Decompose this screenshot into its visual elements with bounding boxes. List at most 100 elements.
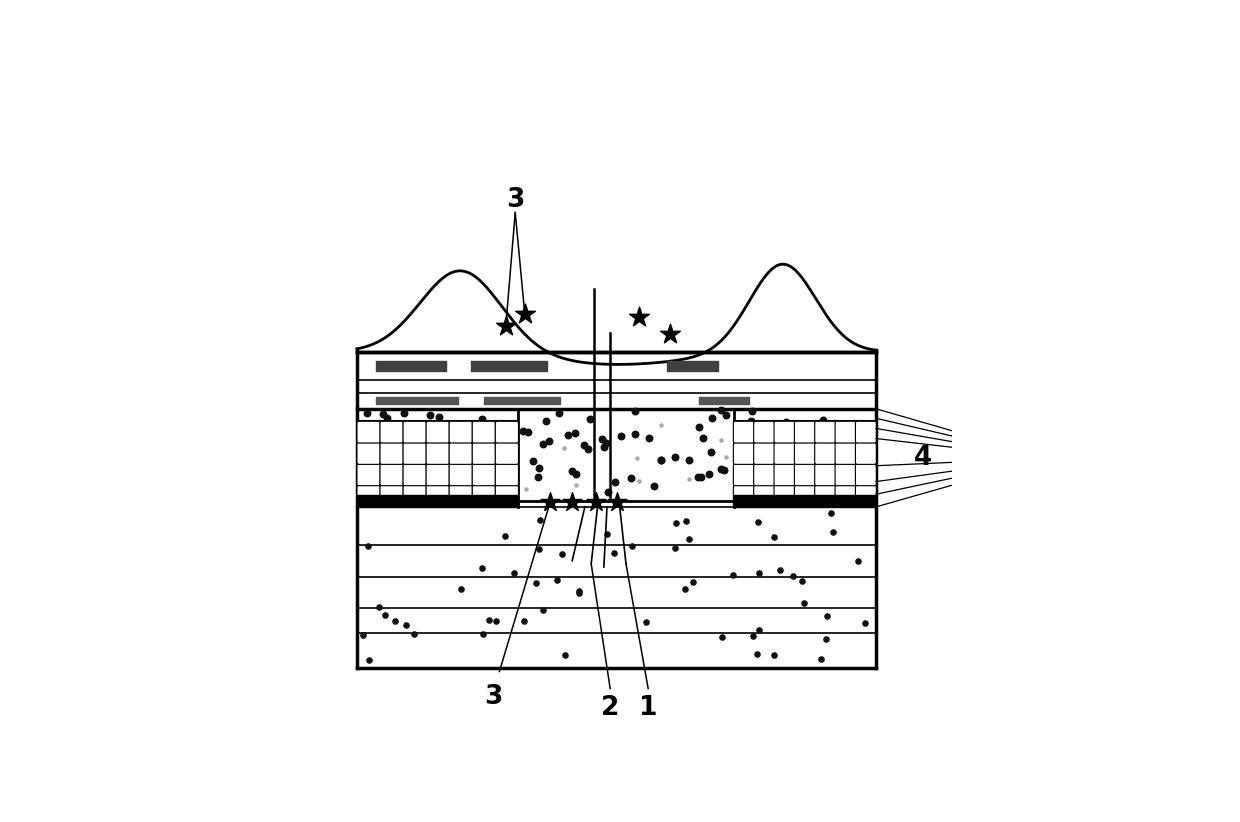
Point [515, 615, 534, 628]
Text: 2: 2 [601, 695, 619, 721]
Point [377, 411, 397, 424]
Point [569, 584, 589, 598]
FancyBboxPatch shape [733, 421, 754, 443]
Point [815, 427, 835, 441]
Point [541, 496, 560, 509]
Point [567, 467, 587, 480]
Point [420, 409, 440, 422]
Point [515, 307, 534, 321]
Point [494, 473, 513, 487]
Point [714, 464, 734, 477]
Point [569, 586, 589, 599]
Point [810, 475, 830, 488]
Point [733, 455, 753, 469]
Point [764, 648, 784, 661]
FancyBboxPatch shape [754, 464, 775, 486]
FancyBboxPatch shape [472, 464, 496, 486]
Point [374, 608, 394, 621]
Point [443, 473, 463, 487]
Point [556, 649, 575, 662]
Point [451, 582, 471, 595]
Point [539, 435, 559, 448]
FancyBboxPatch shape [835, 442, 856, 464]
FancyBboxPatch shape [774, 485, 795, 507]
Point [661, 327, 681, 340]
Point [645, 479, 665, 492]
FancyBboxPatch shape [795, 442, 815, 464]
Point [377, 485, 397, 498]
Point [764, 530, 784, 543]
FancyBboxPatch shape [472, 485, 496, 507]
Point [593, 432, 613, 446]
Point [667, 516, 687, 529]
Point [625, 404, 645, 417]
FancyBboxPatch shape [754, 442, 775, 464]
FancyBboxPatch shape [815, 464, 836, 486]
Point [784, 569, 804, 582]
Point [688, 471, 708, 484]
FancyBboxPatch shape [856, 421, 877, 443]
Point [789, 450, 808, 463]
Point [811, 653, 831, 666]
Point [547, 574, 567, 587]
FancyBboxPatch shape [733, 485, 754, 507]
Point [430, 432, 450, 445]
FancyBboxPatch shape [856, 485, 877, 507]
Point [574, 438, 594, 451]
Point [651, 454, 671, 467]
FancyBboxPatch shape [357, 485, 381, 507]
Point [373, 408, 393, 421]
Point [712, 433, 732, 446]
Point [529, 461, 549, 474]
Point [748, 648, 768, 661]
Point [792, 575, 812, 588]
Point [813, 413, 833, 427]
Point [505, 566, 525, 580]
Point [621, 539, 641, 552]
Point [817, 609, 837, 622]
Point [848, 554, 868, 567]
Point [776, 415, 796, 428]
Point [713, 630, 733, 644]
Point [702, 446, 722, 459]
FancyBboxPatch shape [379, 442, 403, 464]
Point [822, 525, 842, 538]
Point [756, 482, 776, 495]
Point [528, 470, 548, 483]
Point [665, 450, 684, 464]
Point [472, 457, 492, 470]
Point [497, 483, 517, 496]
FancyBboxPatch shape [427, 421, 449, 443]
FancyBboxPatch shape [774, 464, 795, 486]
Point [780, 441, 800, 454]
Point [676, 583, 696, 596]
Point [471, 413, 491, 426]
Point [578, 442, 598, 455]
Text: 4: 4 [914, 446, 932, 471]
Point [770, 563, 790, 576]
Point [691, 470, 711, 483]
Point [417, 461, 436, 474]
Point [711, 404, 730, 417]
Point [626, 451, 646, 464]
Point [479, 478, 498, 491]
FancyBboxPatch shape [835, 485, 856, 507]
Point [565, 478, 585, 492]
Point [651, 418, 671, 432]
FancyBboxPatch shape [774, 442, 795, 464]
FancyBboxPatch shape [427, 442, 449, 464]
Point [443, 462, 463, 475]
Point [596, 436, 616, 450]
FancyBboxPatch shape [815, 421, 836, 443]
FancyBboxPatch shape [427, 464, 449, 486]
FancyBboxPatch shape [403, 485, 427, 507]
Point [533, 437, 553, 450]
Point [847, 483, 867, 496]
FancyBboxPatch shape [754, 485, 775, 507]
Point [717, 450, 737, 464]
FancyBboxPatch shape [379, 464, 403, 486]
Point [516, 483, 536, 496]
FancyBboxPatch shape [733, 442, 754, 464]
Point [496, 320, 516, 333]
Point [429, 410, 449, 423]
